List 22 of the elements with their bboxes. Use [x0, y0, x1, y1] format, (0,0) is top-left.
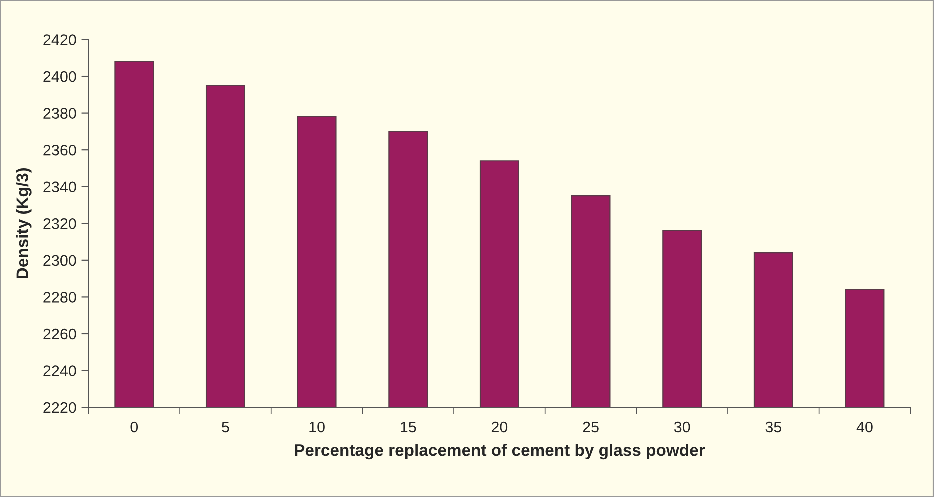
x-tick-label: 30	[674, 422, 690, 433]
y-tick-label: 2280	[44, 292, 76, 303]
y-axis-title: Density (Kg/3)	[16, 168, 32, 279]
x-tick-label: 35	[766, 422, 782, 433]
y-tick-label: 2300	[44, 255, 76, 266]
y-tick-label: 2400	[44, 71, 76, 82]
x-tick-label: 25	[583, 422, 599, 433]
y-tick-label: 2260	[44, 328, 76, 340]
y-tick-label: 2220	[44, 402, 76, 414]
x-axis-title: Percentage replacement of cement by glass powder	[295, 444, 706, 460]
y-tick-label: 2240	[44, 366, 76, 376]
y-tick-label: 2360	[44, 144, 76, 156]
y-tick-label: 2320	[44, 218, 76, 230]
x-tick-label: 5	[222, 422, 230, 433]
x-tick-label: 0	[130, 422, 138, 433]
x-tick-label: 15	[401, 422, 416, 433]
y-tick-label: 2380	[44, 108, 76, 119]
y-tick-label: 2420	[44, 34, 76, 46]
x-tick-label: 40	[856, 422, 873, 433]
x-tick-label: 10	[310, 422, 325, 433]
y-tick-label: 2340	[44, 182, 76, 193]
x-tick-label: 20	[492, 422, 508, 433]
